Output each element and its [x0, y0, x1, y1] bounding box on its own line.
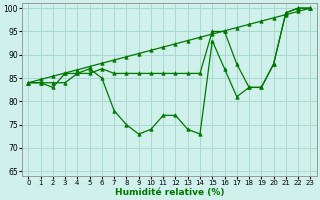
X-axis label: Humidité relative (%): Humidité relative (%): [115, 188, 224, 197]
